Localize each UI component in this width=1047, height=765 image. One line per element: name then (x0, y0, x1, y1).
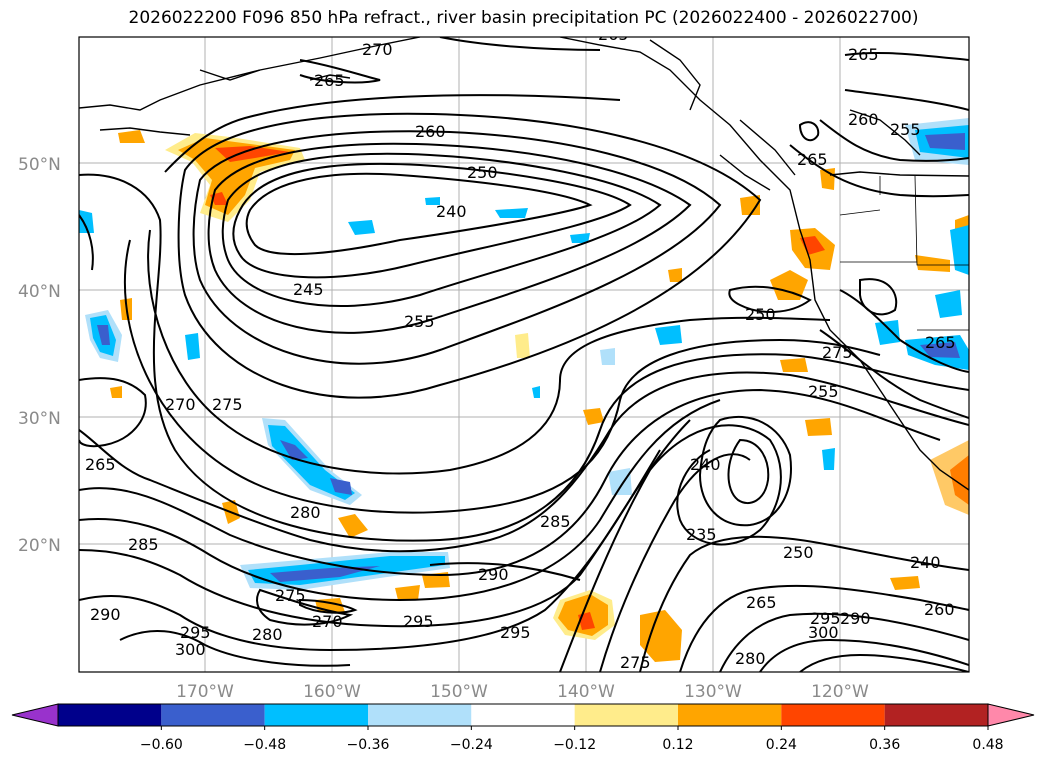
contour-label: 250 (467, 163, 498, 182)
contour-label: 260 (415, 122, 446, 141)
lat-label: 20°N (18, 536, 61, 556)
lat-label: 30°N (18, 409, 61, 429)
contour-label: 270 (312, 612, 343, 631)
contour-label: 250 (745, 305, 776, 324)
contour-label: 290 (90, 605, 121, 624)
contour-label: 260 (924, 600, 955, 619)
colorbar-segment (58, 704, 162, 726)
contour-label: 295 (403, 612, 434, 631)
colorbar-segment (161, 704, 265, 726)
contour-label: 300 (808, 623, 839, 642)
contour-label: 255 (890, 120, 921, 139)
contour-label: 280 (735, 649, 766, 668)
contour-label: 285 (128, 535, 159, 554)
colorbar-tick-label: 0.36 (869, 737, 900, 753)
lon-label: 170°W (176, 682, 234, 702)
lon-label: 120°W (811, 682, 869, 702)
contour-label: 295 (500, 623, 531, 642)
colorbar-tick-label: 0.24 (766, 737, 797, 753)
colorbar-tick-label: 0.12 (662, 737, 693, 753)
contour-labels: 270 265 265 260 250 240 245 255 275 270 … (85, 25, 956, 672)
contour-label: 275 (822, 343, 853, 362)
colorbar-segments (57, 703, 989, 727)
contour-label: 240 (436, 202, 467, 221)
contour-label: 280 (290, 503, 321, 522)
precip-shading (79, 118, 969, 662)
lat-label: 50°N (18, 155, 61, 175)
colorbar-segment (264, 704, 368, 726)
colorbar-segment (368, 704, 472, 726)
contour-label: 240 (690, 455, 721, 474)
colorbar-tick-label: −0.36 (347, 737, 390, 753)
contour-label: 295 (810, 609, 841, 628)
contour-label: 275 (275, 586, 306, 605)
colorbar-segment (574, 704, 678, 726)
gridlines (79, 37, 969, 672)
map-frame (78, 36, 970, 673)
contour-label: 260 (848, 110, 879, 129)
colorbar-tick-label: −0.24 (450, 737, 493, 753)
contour-label: 255 (404, 312, 435, 331)
contour-label: 255 (808, 382, 839, 401)
refractivity-contours (79, 37, 969, 672)
colorbar-segment (884, 704, 988, 726)
colorbar: −0.60 −0.48 −0.36 −0.24 −0.12 0.12 0.24 0.36 0.4… (11, 703, 1035, 753)
colorbar-tick-label: −0.60 (140, 737, 183, 753)
colorbar-right-extend (987, 703, 1035, 727)
contour-label: 275 (620, 653, 651, 672)
colorbar-tick-label: 0.48 (972, 737, 1003, 753)
contour-label: 280 (252, 625, 283, 644)
contour-label: 245 (293, 280, 324, 299)
contour-label: 290 (478, 565, 509, 584)
colorbar-segment (678, 704, 782, 726)
contour-label: 265 (848, 45, 879, 64)
colorbar-segment (471, 704, 575, 726)
contour-label: 270 (165, 395, 196, 414)
contour-label: 265 (598, 25, 629, 44)
contour-label: 240 (910, 553, 941, 572)
contour-label: 265 (746, 593, 777, 612)
lon-label: 160°W (303, 682, 361, 702)
contour-label: 300 (175, 640, 206, 659)
contour-label: 275 (212, 395, 243, 414)
colorbar-ticks: −0.60 −0.48 −0.36 −0.24 −0.12 0.12 0.24 0.36 0.4… (140, 726, 1004, 753)
colorbar-tick-label: −0.12 (553, 737, 596, 753)
colorbar-tick-label: −0.48 (243, 737, 286, 753)
colorbar-segment (781, 704, 885, 726)
lon-label: 150°W (430, 682, 488, 702)
borders (839, 175, 969, 331)
lon-label: 140°W (557, 682, 615, 702)
lon-label: 130°W (684, 682, 742, 702)
lat-label: 40°N (18, 282, 61, 302)
contour-label: 265 (925, 333, 956, 352)
contour-label: 265 (797, 150, 828, 169)
contour-label: 250 (783, 543, 814, 562)
latitude-labels: 50°N 40°N 30°N 20°N (18, 155, 61, 556)
map-title: 2026022200 F096 850 hPa refract., river … (128, 8, 919, 28)
contour-label: 290 (840, 609, 871, 628)
contour-label: 265 (314, 71, 345, 90)
contour-label: 285 (540, 512, 571, 531)
contour-label: 235 (686, 525, 717, 544)
contour-label: 270 (362, 40, 393, 59)
contour-label: 295 (180, 623, 211, 642)
colorbar-left-extend (11, 703, 59, 727)
coastlines (79, 37, 969, 491)
contour-label: 265 (85, 455, 116, 474)
longitude-labels: 170°W 160°W 150°W 140°W 130°W 120°W (176, 682, 869, 702)
